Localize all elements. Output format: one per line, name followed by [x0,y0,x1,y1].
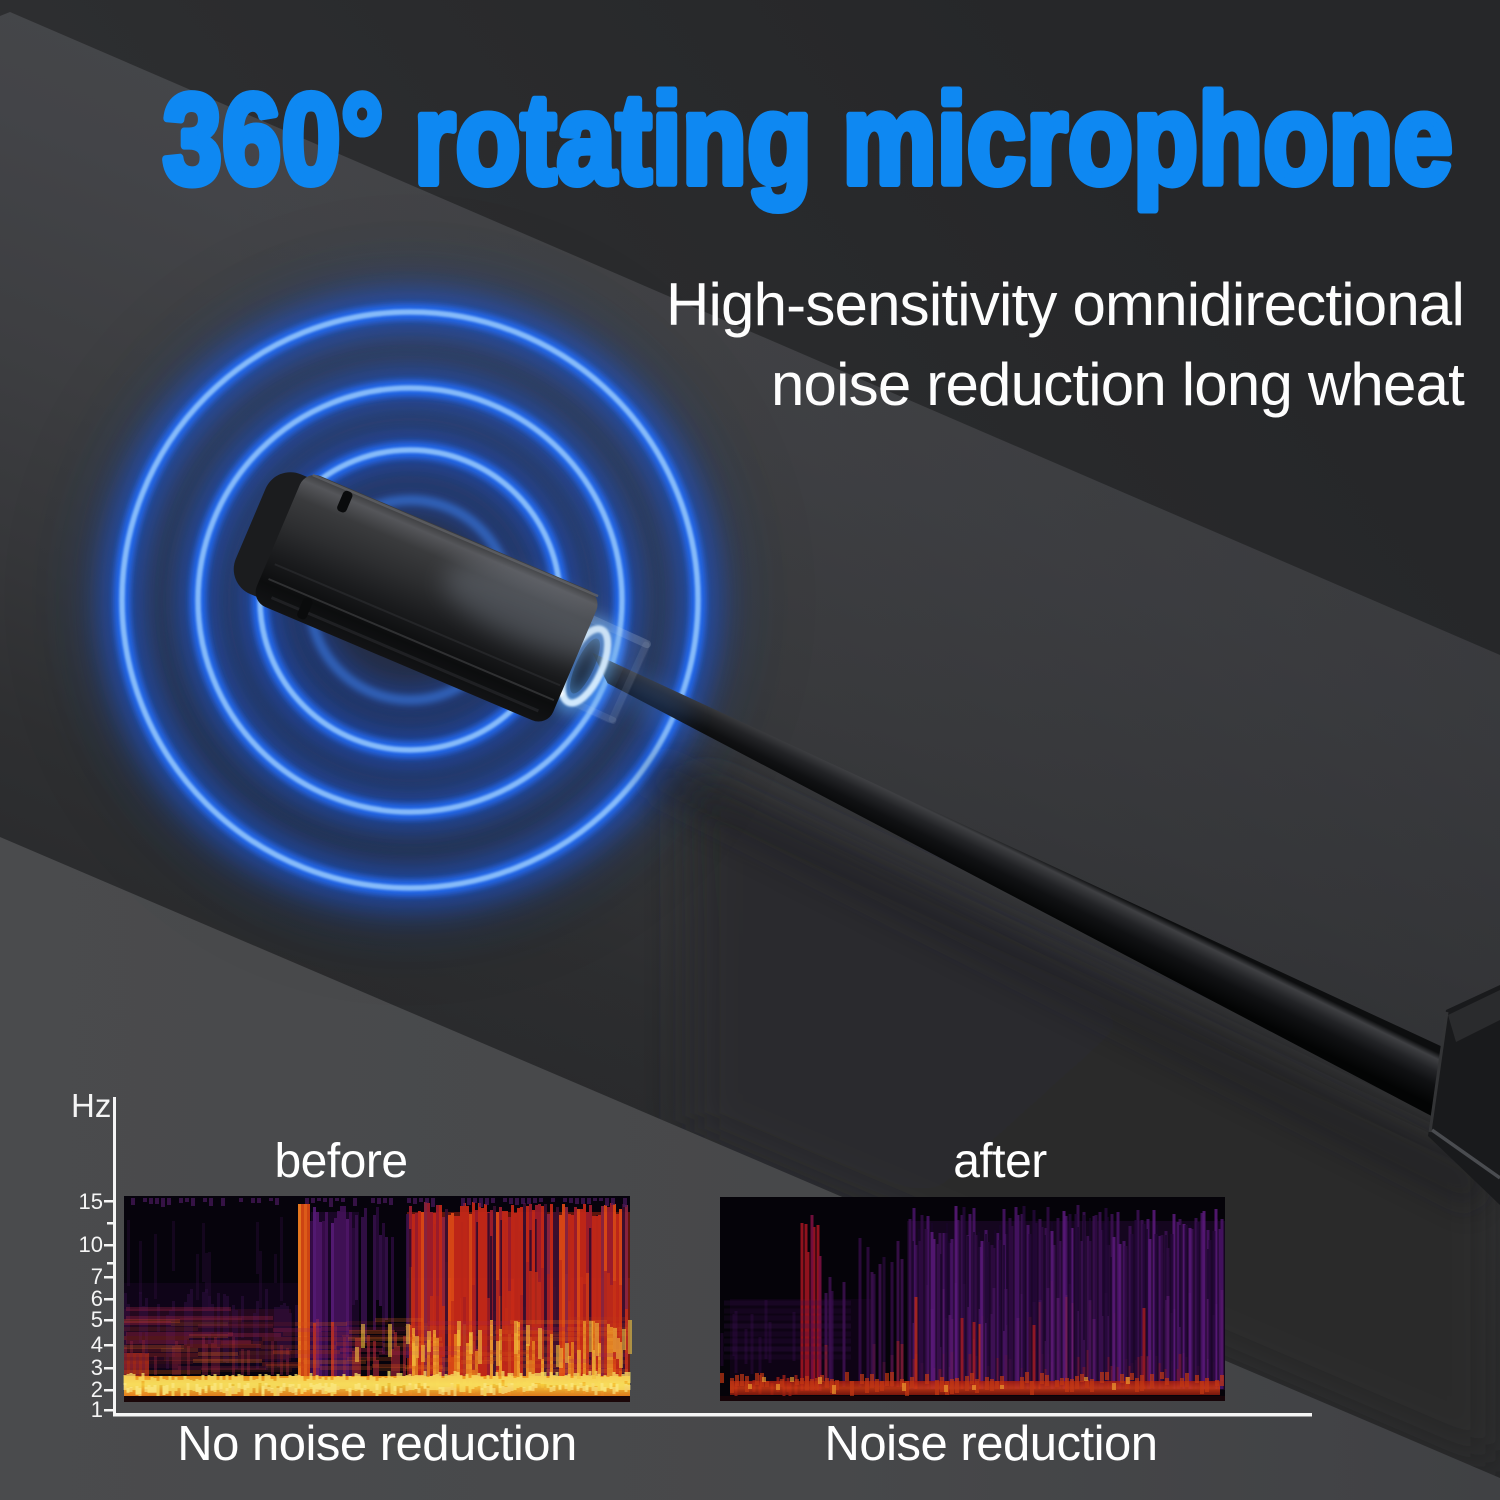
svg-text:Hz: Hz [71,1087,111,1124]
svg-text:2: 2 [91,1377,103,1402]
svg-text:5: 5 [91,1307,103,1332]
svg-text:7: 7 [91,1264,103,1289]
svg-text:15: 15 [79,1189,103,1214]
svg-text:4: 4 [91,1332,103,1357]
svg-text:3: 3 [91,1355,103,1380]
svg-text:before: before [274,1135,407,1188]
svg-text:360° rotating microphone: 360° rotating microphone [163,68,1453,211]
svg-text:High-sensitivity omnidirection: High-sensitivity omnidirectional [666,271,1464,338]
svg-text:Noise reduction: Noise reduction [825,1417,1158,1471]
svg-text:10: 10 [79,1232,103,1257]
svg-text:1: 1 [91,1397,103,1422]
svg-text:No noise reduction: No noise reduction [177,1417,577,1471]
svg-text:after: after [953,1135,1047,1188]
svg-text:6: 6 [91,1286,103,1311]
svg-text:noise reduction long wheat: noise reduction long wheat [771,351,1465,418]
